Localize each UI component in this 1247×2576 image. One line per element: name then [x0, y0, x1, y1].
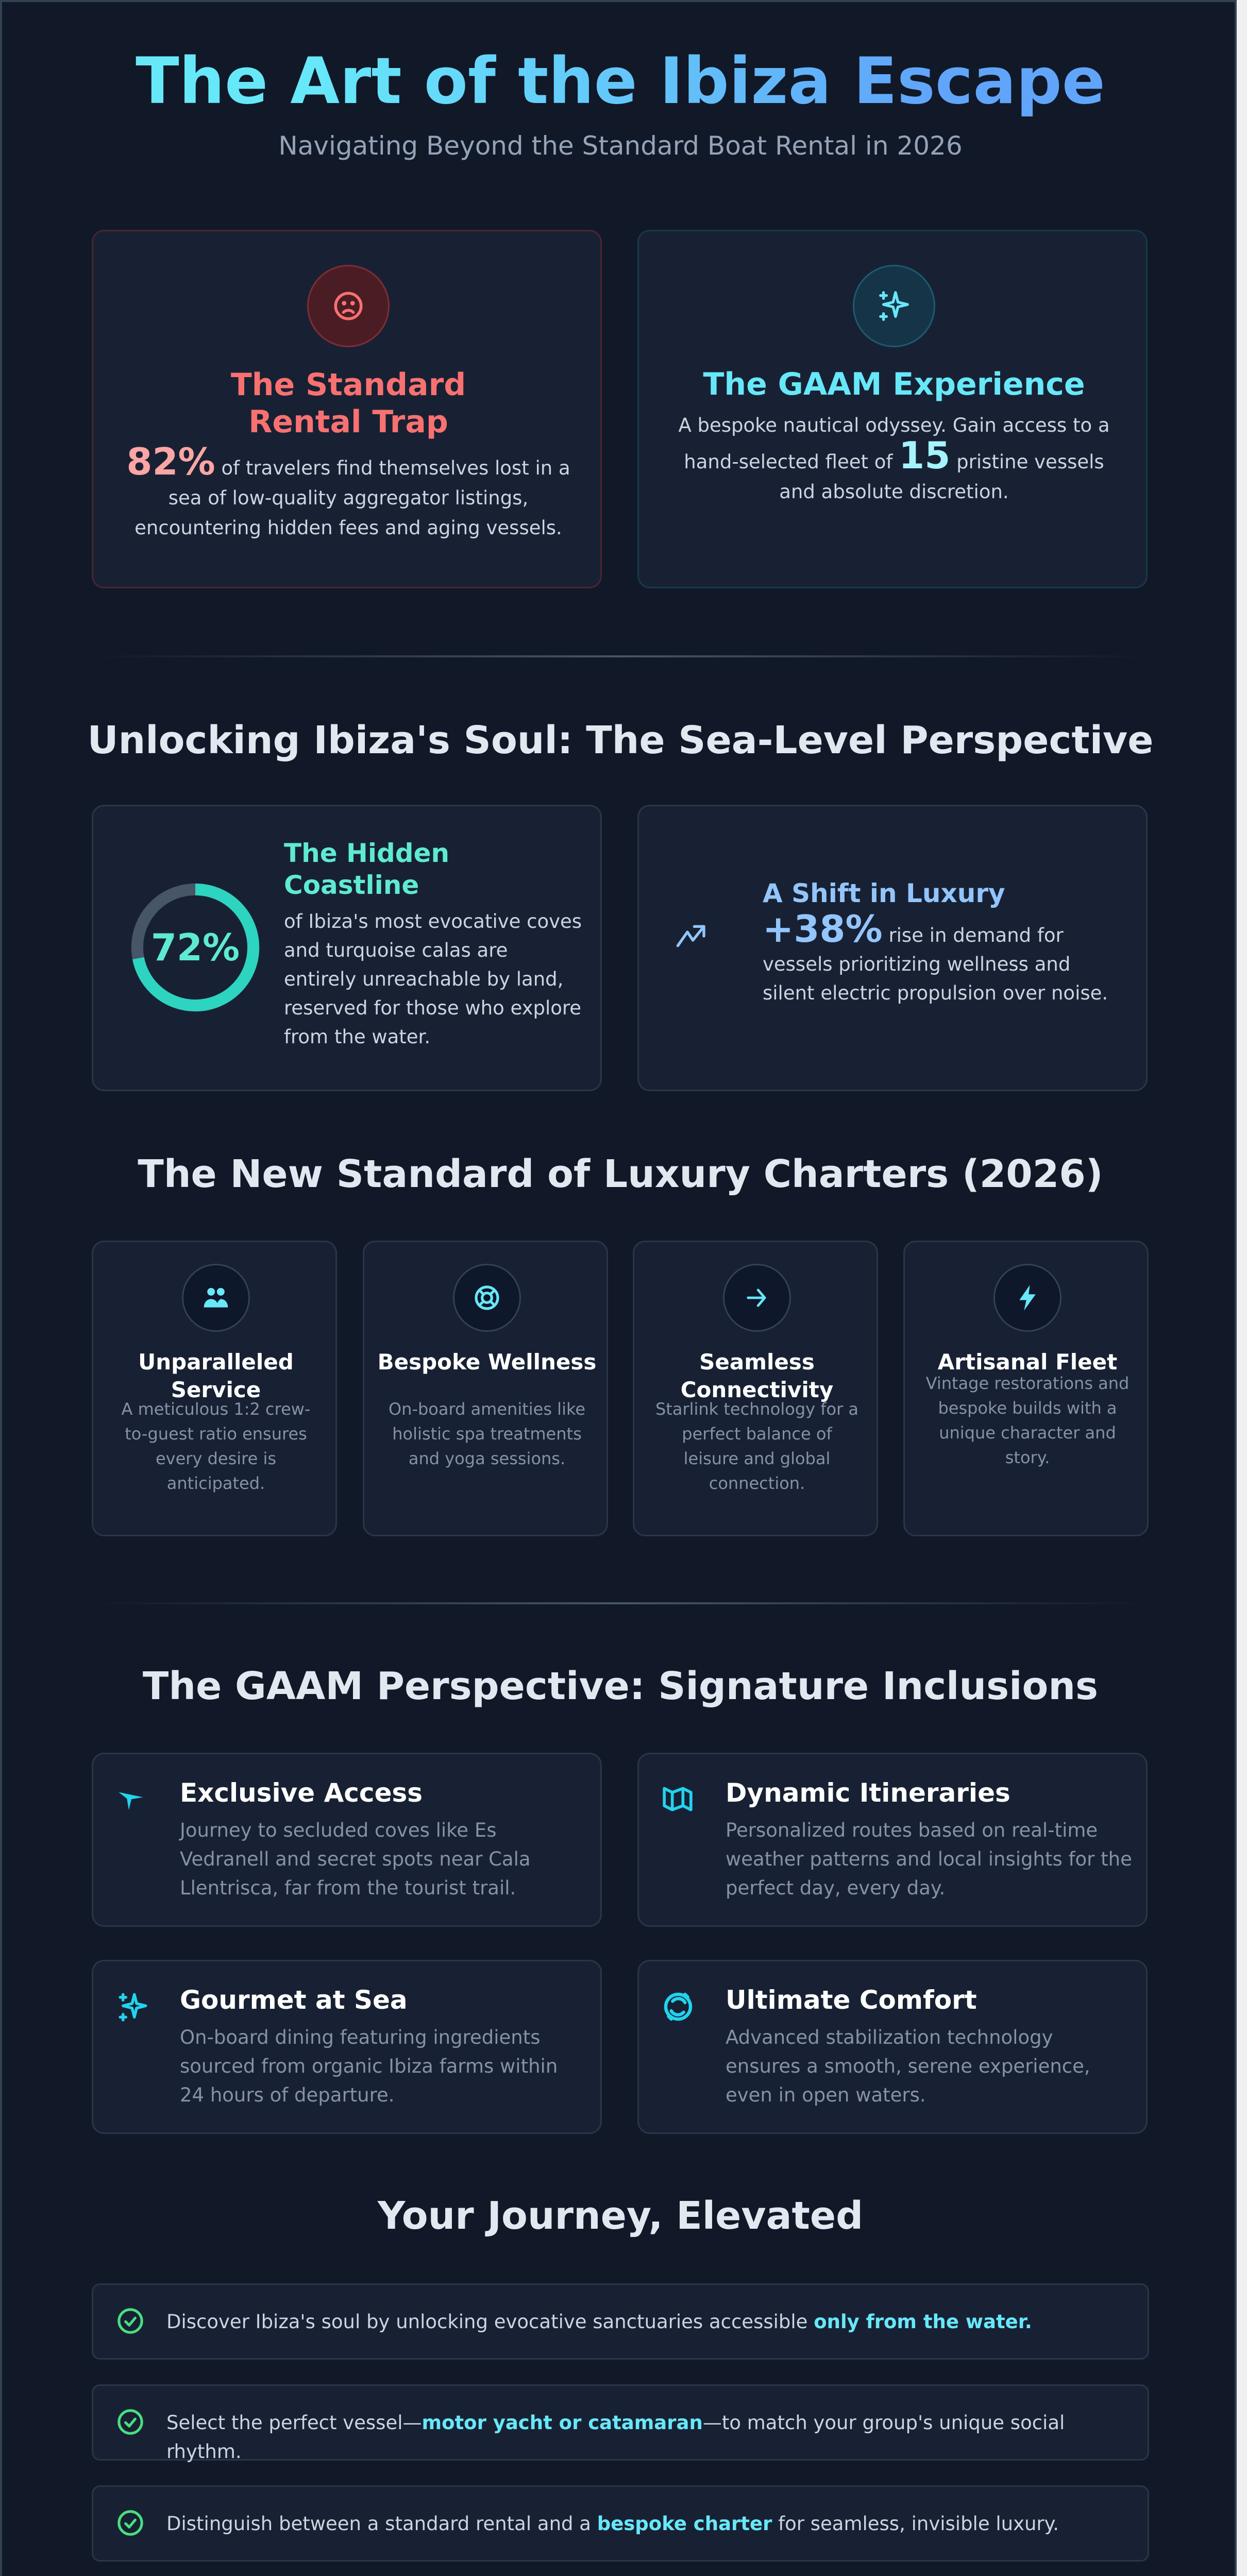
section-divider: [90, 1602, 1151, 1604]
journey-highlight: bespoke charter: [597, 2513, 772, 2535]
stabilizer-icon: [662, 1990, 695, 2025]
inclusion-title: Dynamic Itineraries: [726, 1778, 1010, 1808]
arrow-right-icon: [723, 1264, 791, 1332]
standard-item-text: Starlink technology for a perfect balanc…: [655, 1399, 859, 1493]
standard-rental-text: 82% of travelers find themselves lost in…: [124, 443, 572, 543]
hidden-coastline-title: The Hidden Coastline: [284, 838, 450, 900]
check-circle-icon: [116, 2307, 145, 2337]
sad-face-icon: [307, 265, 390, 347]
inclusion-text: On-board dining featuring ingredients so…: [180, 2026, 558, 2106]
journey-text-before: Distinguish between a standard rental an…: [166, 2513, 597, 2535]
inclusion-text: Journey to secluded coves like Es Vedran…: [180, 1819, 531, 1899]
lifebuoy-icon: [453, 1264, 521, 1332]
luxury-shift-text: +38% rise in demand for vessels prioriti…: [763, 910, 1123, 1008]
inclusion-dynamic-itineraries: Dynamic Itineraries Personalized routes …: [637, 1753, 1148, 1927]
inclusion-title: Exclusive Access: [180, 1778, 423, 1808]
standard-rental-stat: 82%: [126, 440, 215, 483]
standard-item-title: Seamless Connectivity: [680, 1349, 834, 1402]
inclusion-text: Advanced stabilization technology ensure…: [726, 2026, 1090, 2106]
map-icon: [662, 1783, 694, 1817]
standard-item-title: Unparalleled Service: [138, 1349, 294, 1402]
coastline-progress-ring: [131, 883, 260, 1012]
lightning-icon: [993, 1264, 1061, 1332]
journey-item-text: Select the perfect vessel—motor yacht or…: [166, 2409, 1135, 2466]
new-standard-title: The New Standard of Luxury Charters (202…: [138, 1152, 1103, 1196]
journey-item: Discover Ibiza's soul by unlocking evoca…: [92, 2283, 1149, 2360]
standard-item-title: Bespoke Wellness: [377, 1349, 597, 1375]
standard-item-connectivity: Seamless Connectivity Starlink technolog…: [633, 1241, 878, 1536]
standard-item-title: Artisanal Fleet: [937, 1349, 1118, 1375]
journey-highlight: motor yacht or catamaran: [422, 2412, 703, 2434]
standard-item-text: On-board amenities like holistic spa tre…: [388, 1399, 586, 1468]
standard-item-text: Vintage restorations and bespoke builds …: [925, 1374, 1130, 1467]
gaam-experience-text: A bespoke nautical odyssey. Gain access …: [675, 411, 1113, 507]
page-subtitle: Navigating Beyond the Standard Boat Rent…: [278, 131, 963, 161]
luxury-shift-title: A Shift in Luxury: [763, 878, 1005, 908]
gaam-experience-card: The GAAM Experience A bespoke nautical o…: [637, 230, 1148, 588]
check-circle-icon: [116, 2509, 145, 2539]
standard-rental-description: of travelers find themselves lost in a s…: [134, 457, 570, 539]
inclusion-ultimate-comfort: Ultimate Comfort Advanced stabilization …: [637, 1960, 1148, 2134]
gaam-text-before: A bespoke nautical odyssey. Gain access …: [678, 414, 1110, 473]
inclusion-gourmet: Gourmet at Sea On-board dining featuring…: [92, 1960, 602, 2134]
standard-rental-card: The Standard Rental Trap 82% of traveler…: [92, 230, 602, 588]
sparkles-icon: [116, 1990, 150, 2026]
coastline-percent: 72%: [150, 926, 240, 969]
journey-highlight: only from the water.: [814, 2311, 1032, 2333]
journey-item: Select the perfect vessel—motor yacht or…: [92, 2384, 1149, 2463]
gaam-fleet-stat: 15: [899, 434, 951, 477]
luxury-shift-card: A Shift in Luxury +38% rise in demand fo…: [637, 805, 1148, 1091]
inclusion-title: Gourmet at Sea: [180, 1985, 408, 2015]
check-circle-icon: [116, 2408, 145, 2438]
luxury-shift-description: rise in demand for vessels prioritizing …: [763, 924, 1108, 1004]
users-icon: [182, 1264, 250, 1332]
journey-text-before: Select the perfect vessel—: [166, 2412, 422, 2434]
gaam-text-after: pristine vessels and absolute discretion…: [779, 451, 1104, 503]
journey-item-text: Discover Ibiza's soul by unlocking evoca…: [166, 2308, 1125, 2336]
journey-text-before: Discover Ibiza's soul by unlocking evoca…: [166, 2311, 814, 2333]
journey-title: Your Journey, Elevated: [377, 2194, 864, 2238]
journey-item-text: Distinguish between a standard rental an…: [166, 2510, 1125, 2538]
standard-item-wellness: Bespoke Wellness On-board amenities like…: [363, 1241, 608, 1536]
gaam-experience-title: The GAAM Experience: [703, 366, 1085, 402]
inclusion-title: Ultimate Comfort: [726, 1985, 977, 2015]
navigation-icon: [116, 1783, 147, 1816]
inclusion-exclusive-access: Exclusive Access Journey to secluded cov…: [92, 1753, 602, 1927]
journey-item: Distinguish between a standard rental an…: [92, 2485, 1149, 2562]
journey-text-after: —to match your group's unique social rhy…: [166, 2412, 1065, 2463]
trending-up-icon: [675, 920, 708, 955]
inclusion-text: Personalized routes based on real-time w…: [726, 1819, 1132, 1899]
standard-item-service: Unparalleled Service A meticulous 1:2 cr…: [92, 1241, 337, 1536]
hidden-coastline-text: of Ibiza's most evocative coves and turq…: [284, 910, 582, 1048]
luxury-shift-stat: +38%: [763, 907, 883, 951]
standard-item-fleet: Artisanal Fleet Vintage restorations and…: [903, 1241, 1149, 1536]
section-divider: [90, 655, 1151, 657]
hidden-coastline-card: 72% The Hidden Coastline of Ibiza's most…: [92, 805, 602, 1091]
page-title: The Art of the Ibiza Escape: [2, 43, 1235, 120]
inclusions-title: The GAAM Perspective: Signature Inclusio…: [142, 1664, 1099, 1708]
standard-rental-title: The Standard Rental Trap: [230, 367, 466, 440]
sparkles-icon: [853, 265, 935, 347]
journey-text-after: for seamless, invisible luxury.: [772, 2513, 1059, 2535]
sea-level-title: Unlocking Ibiza's Soul: The Sea-Level Pe…: [87, 718, 1154, 762]
standard-item-text: A meticulous 1:2 crew-to-guest ratio ens…: [121, 1399, 311, 1493]
